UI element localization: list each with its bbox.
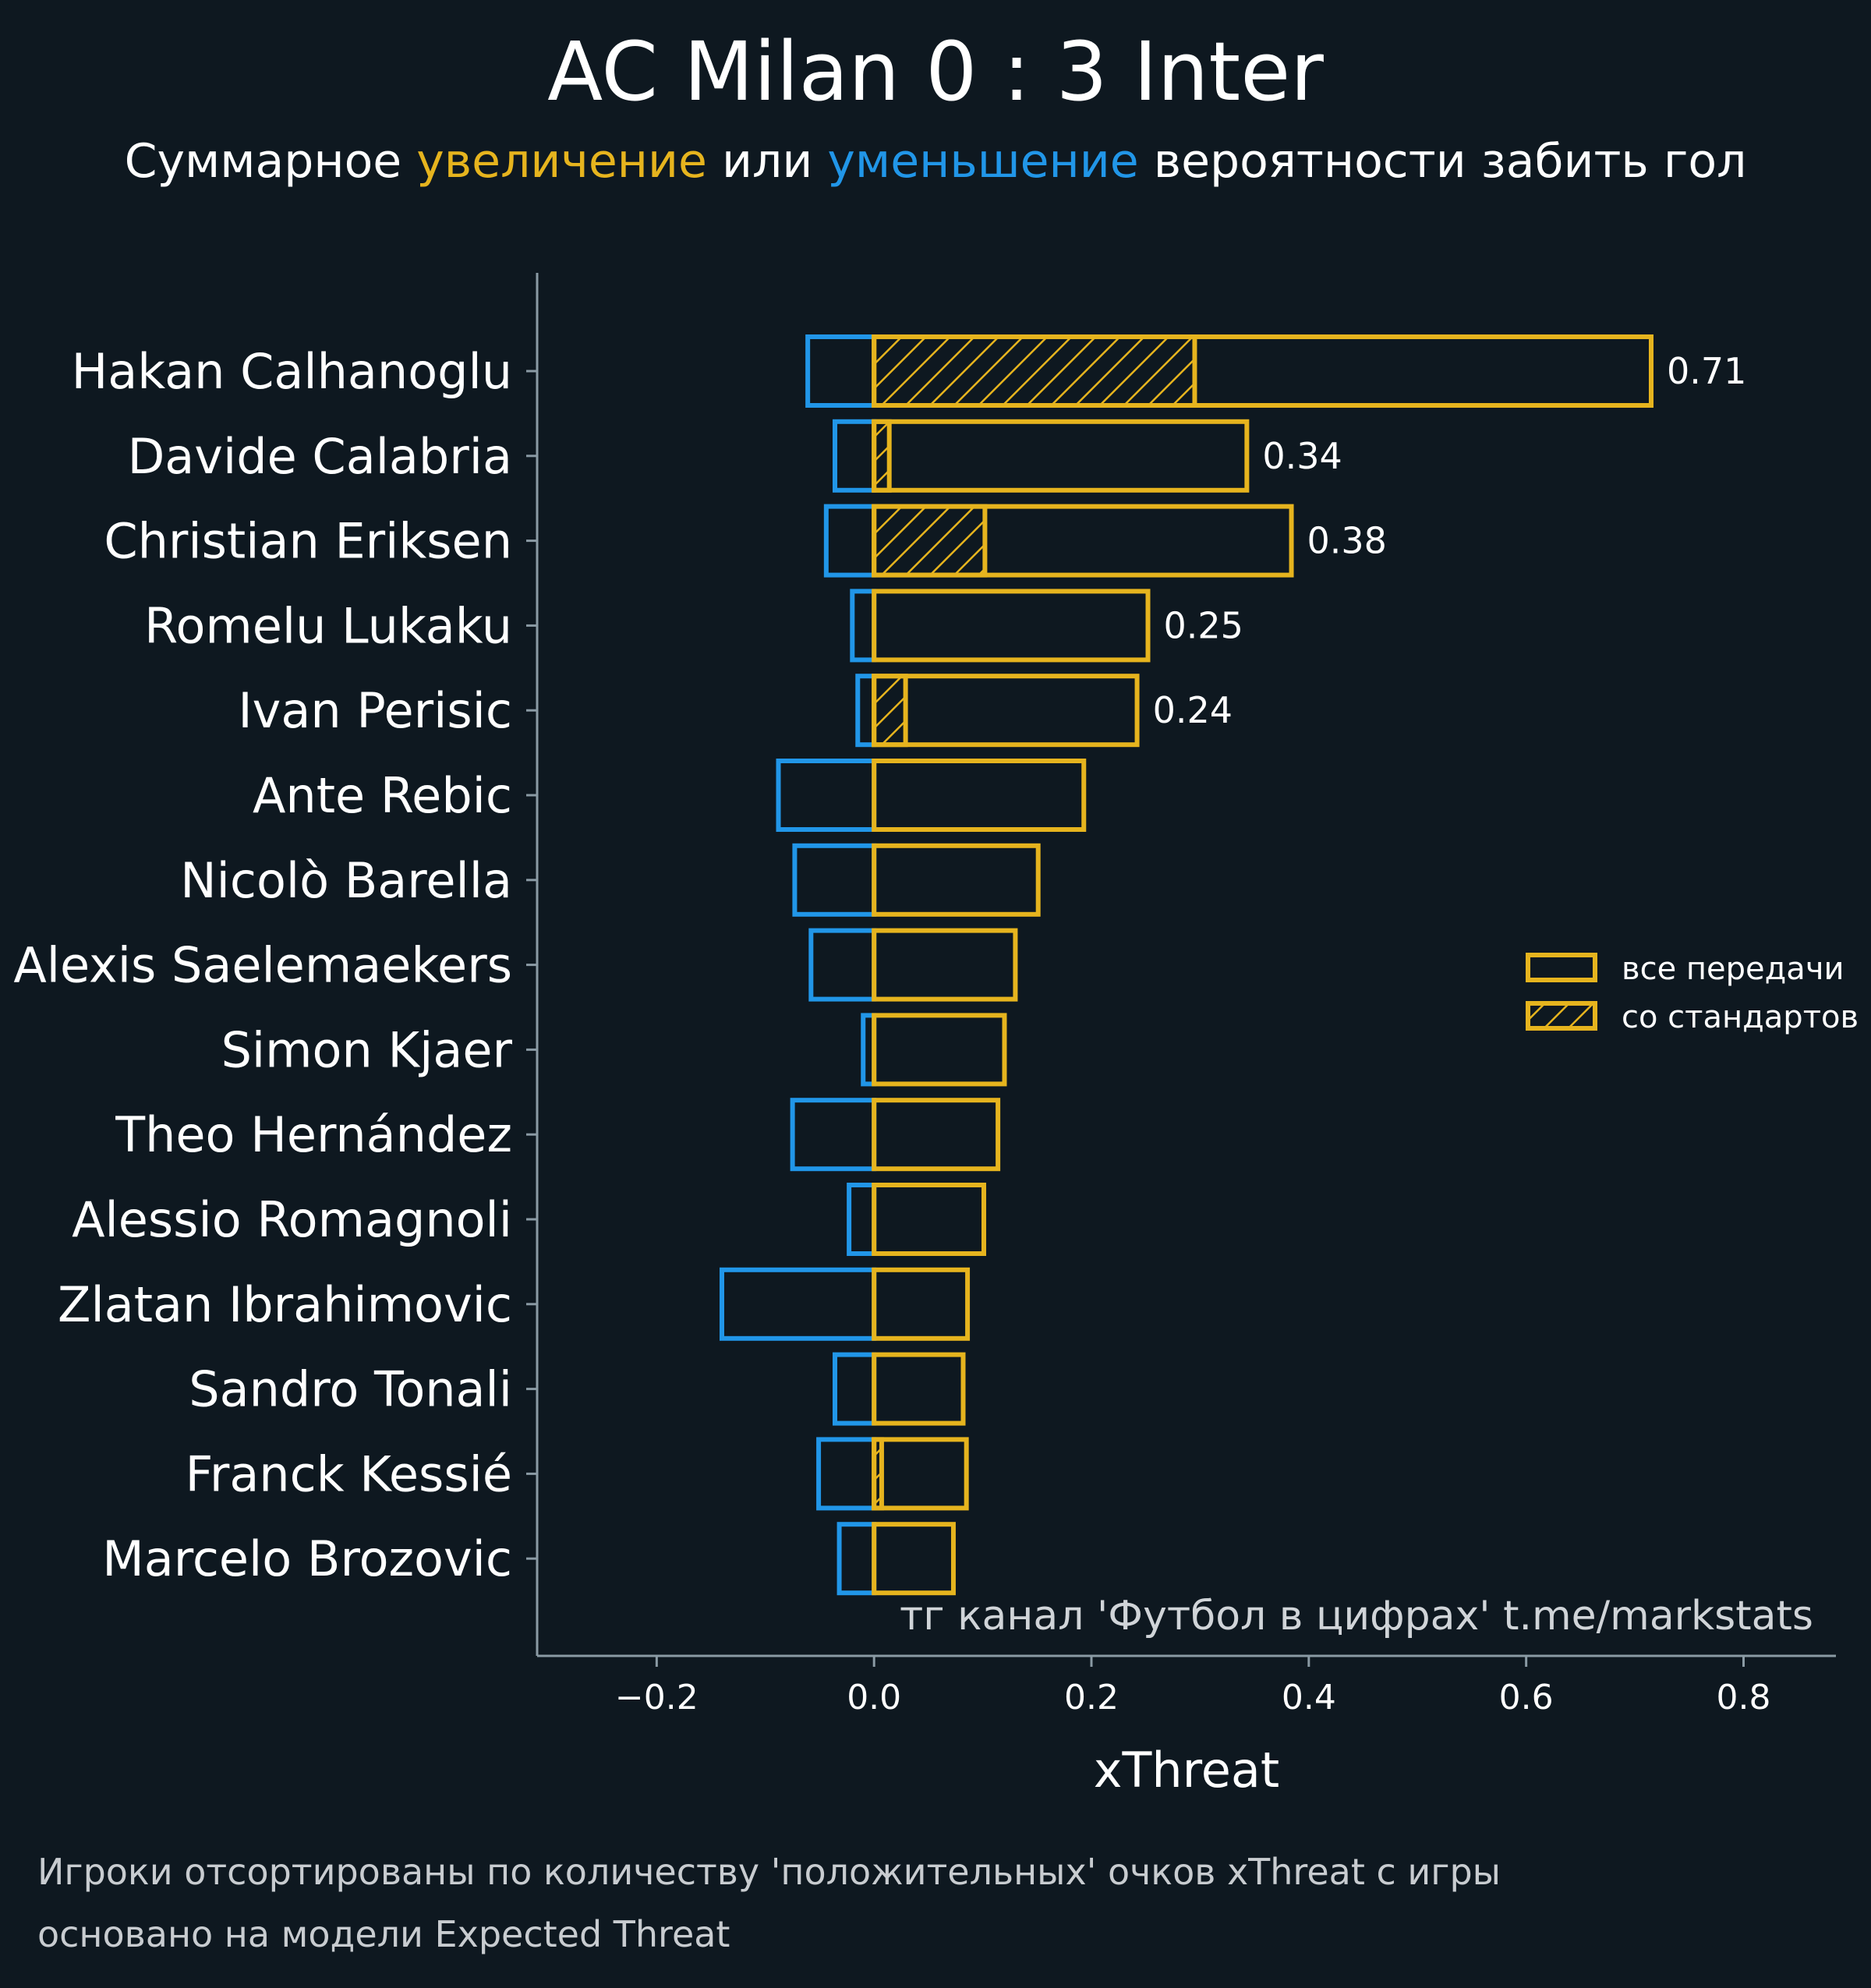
player-label: Sandro Tonali: [189, 1361, 512, 1418]
x-tick-label: 0.6: [1499, 1678, 1554, 1717]
bar-negative: [792, 843, 877, 917]
legend-label-set-pieces: со стандартов: [1622, 999, 1859, 1035]
value-label: 0.34: [1262, 435, 1342, 477]
x-tick-label: 0.0: [847, 1678, 901, 1717]
value-label: 0.71: [1667, 350, 1746, 392]
player-label: Davide Calabria: [128, 428, 512, 485]
bar-positive: [872, 1267, 971, 1341]
player-label: Marcelo Brozovic: [102, 1530, 512, 1587]
player-label: Christian Eriksen: [104, 513, 512, 570]
subtitle-decrease: уменьшение: [827, 134, 1139, 189]
player-label: Alessio Romagnoli: [72, 1191, 512, 1248]
bar-positive: [872, 504, 1294, 578]
player-label: Ivan Perisic: [238, 682, 512, 739]
bar-positive: [872, 759, 1087, 832]
bar-negative: [850, 589, 877, 663]
bar-negative: [855, 674, 877, 748]
player-label: Zlatan Ibrahimovic: [58, 1276, 512, 1333]
footer-note-sorting: Игроки отсортированы по количеству 'поло…: [37, 1851, 1501, 1893]
legend-swatch-set-pieces: [1526, 1001, 1597, 1031]
bar-positive: [872, 334, 1653, 408]
bar-negative: [720, 1267, 877, 1341]
bar-positive: [872, 674, 1140, 748]
subtitle-or: или: [722, 134, 813, 189]
subtitle-increase: увеличение: [416, 134, 707, 189]
x-tick-label: 0.2: [1064, 1678, 1119, 1717]
bar-positive: [872, 1352, 966, 1426]
bar-negative: [847, 1183, 877, 1256]
player-label: Simon Kjaer: [221, 1021, 513, 1078]
footer-note-model: основано на модели Expected Threat: [37, 1913, 730, 1955]
bar-positive: [872, 1522, 956, 1596]
bar-negative: [790, 1098, 877, 1172]
player-label: Franck Kessié: [186, 1445, 512, 1502]
bar-positive: [872, 1437, 969, 1511]
bar-positive: [872, 1013, 1007, 1087]
bar-positive: [872, 419, 1250, 493]
legend-label-all-passes: все передачи: [1622, 951, 1844, 987]
bar-negative: [823, 504, 877, 578]
bar-positive: [872, 1183, 986, 1256]
value-label: 0.38: [1307, 520, 1387, 562]
x-tick-label: 0.8: [1717, 1678, 1771, 1717]
player-label: Theo Hernández: [115, 1106, 512, 1163]
subtitle-suffix: вероятности забить гол: [1153, 134, 1747, 189]
subtitle-prefix: Суммарное: [124, 134, 402, 189]
legend-swatch-all-passes: [1526, 953, 1597, 982]
bar-set-pieces: [872, 334, 1197, 408]
bar-negative: [832, 419, 877, 493]
player-label: Nicolò Barella: [180, 852, 512, 909]
bar-negative: [836, 1522, 877, 1596]
chart-title: AC Milan 0 : 3 Inter: [547, 24, 1324, 119]
bar-negative: [832, 1352, 877, 1426]
watermark-annotation: тг канал 'Футбол в цифрах' t.me/markstat…: [900, 1593, 1813, 1640]
bar-positive: [872, 843, 1041, 917]
bar-negative: [805, 334, 877, 408]
bar-positive: [872, 928, 1018, 1002]
bar-positive: [872, 589, 1151, 663]
bar-negative: [776, 759, 877, 832]
bar-set-pieces: [872, 674, 908, 748]
x-tick-label: 0.4: [1282, 1678, 1336, 1717]
player-label: Ante Rebic: [253, 767, 512, 824]
player-label: Hakan Calhanoglu: [72, 343, 512, 400]
x-tick-label: −0.2: [615, 1678, 699, 1717]
x-axis-label: xThreat: [1094, 1742, 1279, 1799]
bar-negative: [816, 1437, 877, 1511]
bar-set-pieces: [872, 504, 988, 578]
value-label: 0.25: [1164, 604, 1243, 646]
bar-positive: [872, 1098, 1001, 1172]
value-label: 0.24: [1153, 689, 1233, 731]
bar-negative: [808, 928, 877, 1002]
player-label: Romelu Lukaku: [144, 597, 512, 654]
player-label: Alexis Saelemaekers: [13, 937, 512, 994]
chart-subtitle: Суммарное увеличение или уменьшение веро…: [0, 129, 1871, 194]
